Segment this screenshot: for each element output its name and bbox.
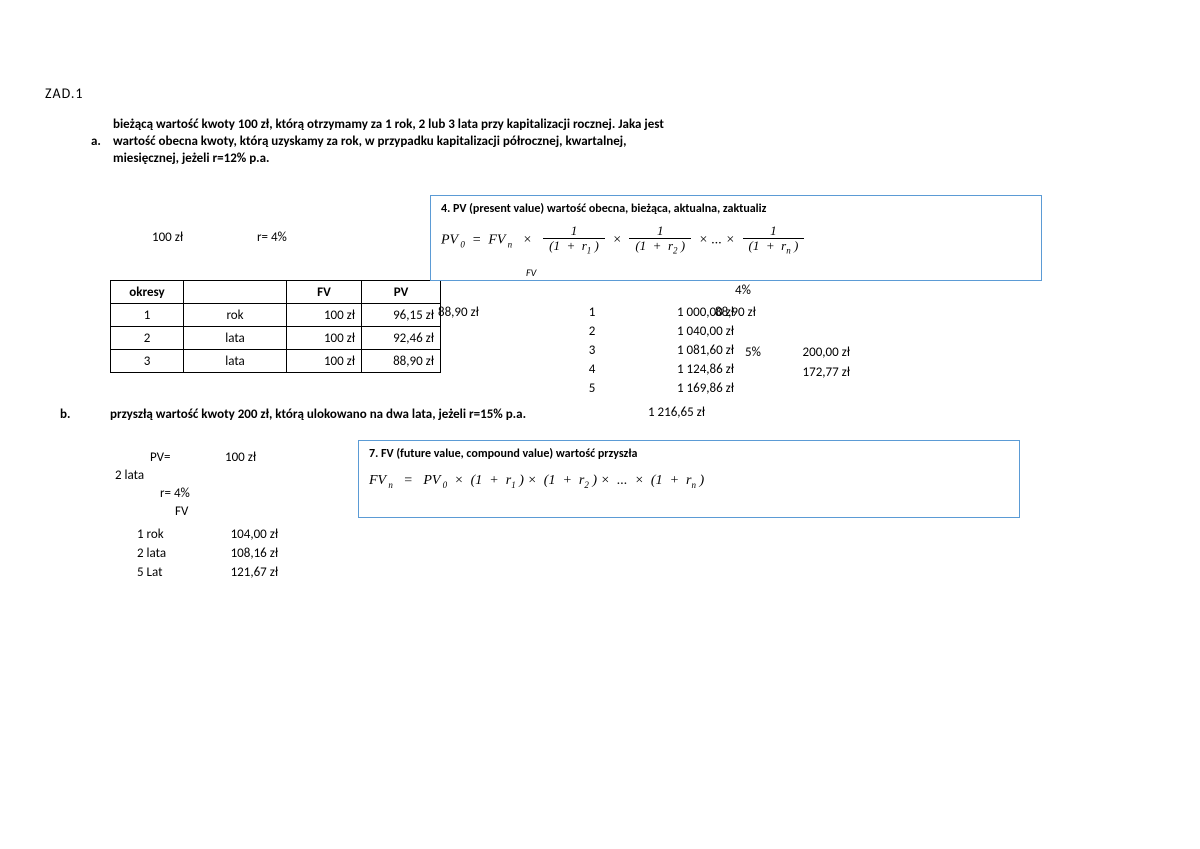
cell-n: 2 (111, 327, 184, 350)
value-200: 200,00 zł (780, 345, 850, 360)
side-pv-value: 88,90 zł (715, 305, 756, 320)
cell-n: 1 (111, 304, 184, 327)
list-item: 1 rok104,00 zł (127, 526, 288, 543)
cell-fv: 100 zł (287, 327, 362, 350)
pv-eq-value: 100 zł (225, 450, 256, 465)
fv-formula-title: 7. FV (future value, compound value) war… (369, 447, 1009, 461)
col-blank (184, 281, 287, 304)
bullet-b: b. (60, 407, 70, 422)
col-okresy: okresy (111, 281, 184, 304)
part-b-text: przyszłą wartość kwoty 200 zł, którą ulo… (110, 407, 526, 422)
list-item: 41 124,86 zł (562, 361, 744, 378)
list-item: 21 040,00 zł (562, 323, 744, 340)
table-header-row: okresy FV PV (111, 281, 441, 304)
fv-list: 1 rok104,00 zł 2 lata108,16 zł 5 Lat121,… (125, 524, 290, 583)
side-rate: 4% (735, 283, 751, 298)
growth-last: 1 216,65 zł (615, 405, 705, 420)
pv-formula-title: 4. PV (present value) wartość obecna, bi… (441, 202, 1031, 216)
problem-line-3: miesięcznej, jeżeli r=12% p.a. (113, 151, 270, 166)
list-item: 51 169,86 zł (562, 380, 744, 397)
bullet-a: a. (91, 134, 101, 149)
pv-eq-label: PV= (150, 450, 171, 465)
years-value: 2 lata (115, 468, 144, 483)
list-item: 2 lata108,16 zł (127, 545, 288, 562)
fv-formula: FV n = PV 0 × (1 + r1 ) × (1 + r2 ) × ..… (369, 469, 1009, 490)
cell-pv: 88,90 zł (362, 350, 441, 373)
cell-unit: lata (184, 350, 287, 373)
value-172: 172,77 zł (780, 365, 850, 380)
pv-table: okresy FV PV 1 rok 100 zł 96,15 zł 2 lat… (110, 280, 441, 373)
table-row: 3 lata 100 zł 88,90 zł (111, 350, 441, 373)
pv-formula-box: 4. PV (present value) wartość obecna, bi… (430, 195, 1042, 281)
cell-pv: 92,46 zł (362, 327, 441, 350)
amount-value: 100 zł (152, 230, 183, 245)
col-fv: FV (287, 281, 362, 304)
cell-pv: 96,15 zł (362, 304, 441, 327)
cell-unit: lata (184, 327, 287, 350)
col-pv: PV (362, 281, 441, 304)
cell-n: 3 (111, 350, 184, 373)
five-percent: 5% (745, 345, 761, 360)
list-item: 31 081,60 zł (562, 342, 744, 359)
list-item: 5 Lat121,67 zł (127, 564, 288, 581)
table-row: 2 lata 100 zł 92,46 zł (111, 327, 441, 350)
fv-small-label: FV (526, 266, 536, 279)
r-label: r= (160, 486, 171, 501)
problem-line-1: bieżącą wartość kwoty 100 zł, którą otrz… (113, 117, 664, 132)
pv-result: 88,90 zł (438, 305, 479, 320)
rate-value: 4% (271, 230, 287, 245)
fv-header: FV (175, 504, 188, 519)
table-row: 1 rok 100 zł 96,15 zł (111, 304, 441, 327)
pv-formula: PV 0 = FV n × 1(1 + r1 ) × 1(1 + r2 ) × … (441, 224, 1031, 257)
rate-label: r= (257, 230, 268, 245)
task-number: ZAD.1 (45, 85, 84, 102)
cell-fv: 100 zł (287, 304, 362, 327)
r-value: 4% (174, 486, 190, 501)
cell-unit: rok (184, 304, 287, 327)
cell-fv: 100 zł (287, 350, 362, 373)
fv-formula-box: 7. FV (future value, compound value) war… (358, 440, 1020, 518)
problem-line-2: wartość obecna kwoty, którą uzyskamy za … (113, 134, 626, 149)
